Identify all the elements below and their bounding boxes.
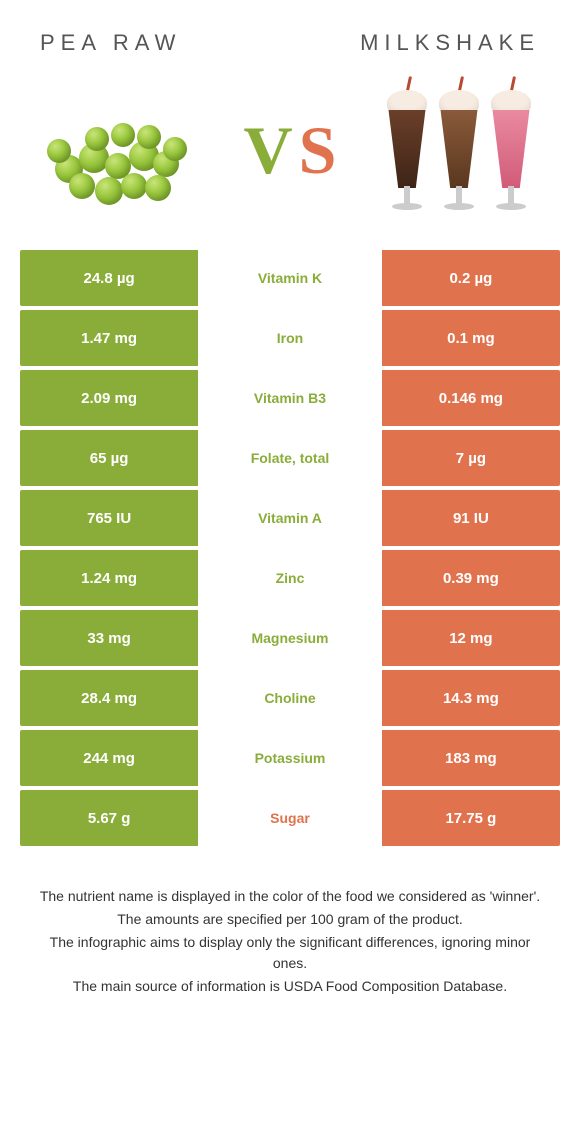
milkshake-value: 17.75 g — [382, 790, 560, 846]
table-row: 244 mgPotassium183 mg — [20, 730, 560, 786]
infographic-root: Pea raw Milkshake V S 24.8 µgVitamin K0.… — [0, 0, 580, 997]
milkshake-value: 14.3 mg — [382, 670, 560, 726]
milkshake-value: 0.146 mg — [382, 370, 560, 426]
table-row: 28.4 mgCholine14.3 mg — [20, 670, 560, 726]
table-row: 1.24 mgZinc0.39 mg — [20, 550, 560, 606]
pea-dot — [121, 173, 147, 199]
pea-dot — [85, 127, 109, 151]
peas-icon — [35, 95, 205, 205]
pea-value: 5.67 g — [20, 790, 198, 846]
table-row: 24.8 µgVitamin K0.2 µg — [20, 250, 560, 306]
nutrient-label: Vitamin B3 — [198, 370, 382, 426]
milkshake-glass — [437, 100, 481, 210]
milkshake-value: 0.2 µg — [382, 250, 560, 306]
vs-v: V — [244, 116, 293, 184]
nutrient-label: Iron — [198, 310, 382, 366]
milkshake-glass — [385, 100, 429, 210]
table-row: 5.67 gSugar17.75 g — [20, 790, 560, 846]
milkshake-glass — [489, 100, 533, 210]
pea-value: 2.09 mg — [20, 370, 198, 426]
footer-line: The main source of information is USDA F… — [36, 976, 544, 997]
pea-value: 24.8 µg — [20, 250, 198, 306]
pea-image — [30, 80, 210, 220]
footer-line: The infographic aims to display only the… — [36, 932, 544, 974]
pea-value: 33 mg — [20, 610, 198, 666]
title-left: Pea raw — [40, 30, 181, 56]
milkshake-value: 0.39 mg — [382, 550, 560, 606]
nutrient-label: Vitamin A — [198, 490, 382, 546]
pea-value: 1.24 mg — [20, 550, 198, 606]
pea-value: 28.4 mg — [20, 670, 198, 726]
pea-value: 244 mg — [20, 730, 198, 786]
nutrient-label: Folate, total — [198, 430, 382, 486]
milkshake-value: 183 mg — [382, 730, 560, 786]
pea-value: 65 µg — [20, 430, 198, 486]
title-right: Milkshake — [360, 30, 540, 56]
table-row: 1.47 mgIron0.1 mg — [20, 310, 560, 366]
milkshake-icon — [375, 80, 545, 220]
pea-dot — [145, 175, 171, 201]
pea-dot — [95, 177, 123, 205]
footer-line: The nutrient name is displayed in the co… — [36, 886, 544, 907]
table-row: 2.09 mgVitamin B30.146 mg — [20, 370, 560, 426]
nutrient-label: Choline — [198, 670, 382, 726]
nutrient-label: Magnesium — [198, 610, 382, 666]
pea-dot — [163, 137, 187, 161]
footer-notes: The nutrient name is displayed in the co… — [10, 846, 570, 997]
pea-dot — [69, 173, 95, 199]
table-row: 65 µgFolate, total7 µg — [20, 430, 560, 486]
pea-dot — [137, 125, 161, 149]
nutrient-label: Zinc — [198, 550, 382, 606]
vs-label: V S — [244, 116, 337, 184]
table-row: 765 IUVitamin A91 IU — [20, 490, 560, 546]
pea-value: 765 IU — [20, 490, 198, 546]
pea-dot — [47, 139, 71, 163]
nutrient-label: Potassium — [198, 730, 382, 786]
nutrient-table: 24.8 µgVitamin K0.2 µg1.47 mgIron0.1 mg2… — [20, 250, 560, 846]
pea-dot — [111, 123, 135, 147]
nutrient-label: Vitamin K — [198, 250, 382, 306]
table-row: 33 mgMagnesium12 mg — [20, 610, 560, 666]
milkshake-value: 91 IU — [382, 490, 560, 546]
header-row: Pea raw Milkshake — [10, 0, 570, 56]
milkshake-value: 0.1 mg — [382, 310, 560, 366]
milkshake-value: 12 mg — [382, 610, 560, 666]
image-row: V S — [10, 56, 570, 250]
milkshake-image — [370, 80, 550, 220]
nutrient-label: Sugar — [198, 790, 382, 846]
vs-s: S — [299, 116, 337, 184]
milkshake-value: 7 µg — [382, 430, 560, 486]
pea-value: 1.47 mg — [20, 310, 198, 366]
footer-line: The amounts are specified per 100 gram o… — [36, 909, 544, 930]
